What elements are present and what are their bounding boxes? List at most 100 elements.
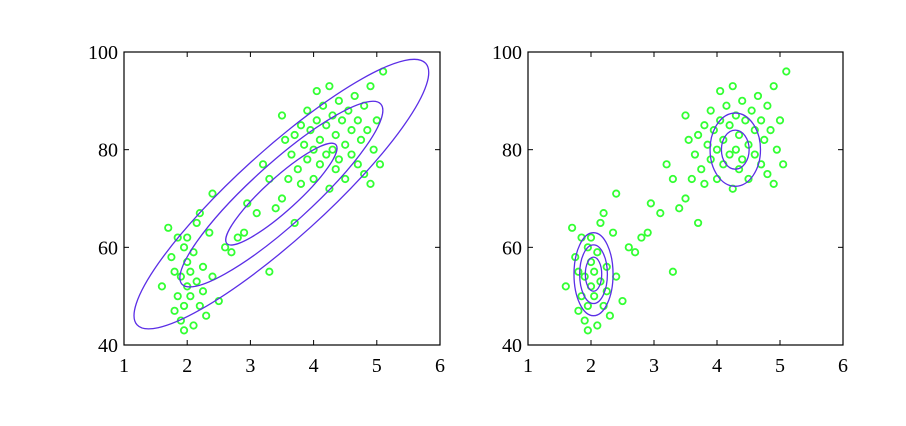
data-point bbox=[157, 282, 167, 291]
data-point bbox=[170, 267, 179, 276]
data-point bbox=[287, 150, 296, 159]
data-point bbox=[328, 145, 337, 154]
data-point bbox=[208, 189, 217, 198]
data-point bbox=[580, 316, 589, 325]
y-tick-label: 80 bbox=[98, 140, 118, 162]
data-point bbox=[369, 145, 378, 154]
x-tick-label: 5 bbox=[372, 355, 382, 377]
y-tick-label: 60 bbox=[502, 237, 522, 259]
data-point bbox=[281, 135, 290, 144]
data-point bbox=[312, 86, 321, 96]
data-point bbox=[593, 248, 602, 257]
data-point bbox=[179, 301, 189, 311]
y-tick-label: 100 bbox=[492, 42, 522, 64]
y-tick-label: 80 bbox=[502, 140, 522, 162]
data-point bbox=[202, 311, 211, 320]
data-point bbox=[258, 160, 268, 169]
data-point bbox=[725, 121, 734, 130]
data-point bbox=[738, 96, 747, 105]
x-tick-label: 6 bbox=[838, 355, 848, 377]
data-point bbox=[747, 106, 756, 115]
data-point bbox=[227, 248, 236, 257]
data-point bbox=[252, 209, 261, 218]
data-point bbox=[763, 101, 772, 110]
x-tick-label: 5 bbox=[775, 355, 785, 377]
data-point bbox=[668, 174, 678, 184]
data-point bbox=[700, 179, 709, 188]
data-point bbox=[772, 145, 781, 154]
data-point bbox=[756, 116, 766, 125]
data-point bbox=[574, 306, 583, 315]
data-point bbox=[179, 326, 189, 335]
data-point bbox=[630, 248, 640, 257]
data-point bbox=[325, 184, 334, 193]
data-point bbox=[769, 179, 778, 188]
data-point bbox=[753, 91, 763, 101]
data-point bbox=[271, 204, 280, 213]
data-point bbox=[731, 111, 741, 120]
data-point bbox=[179, 243, 189, 252]
data-point bbox=[612, 272, 621, 281]
density-contour bbox=[133, 58, 430, 330]
y-tick-label: 100 bbox=[88, 42, 118, 64]
data-point bbox=[347, 126, 356, 135]
y-tick-label: 40 bbox=[502, 335, 522, 357]
data-point bbox=[265, 267, 274, 276]
data-point bbox=[312, 116, 321, 125]
data-point bbox=[731, 145, 741, 154]
data-point bbox=[360, 169, 369, 179]
data-point bbox=[195, 301, 204, 311]
data-point bbox=[668, 267, 678, 276]
data-point bbox=[347, 150, 356, 159]
data-point bbox=[322, 150, 331, 159]
data-point bbox=[189, 321, 198, 330]
data-point bbox=[599, 209, 608, 218]
data-point bbox=[341, 174, 350, 184]
data-point bbox=[574, 267, 583, 276]
data-point bbox=[709, 126, 718, 135]
data-point bbox=[353, 116, 362, 125]
data-point bbox=[608, 228, 618, 237]
data-point bbox=[205, 228, 214, 237]
data-point bbox=[590, 292, 599, 301]
data-point bbox=[684, 135, 693, 144]
data-point bbox=[167, 253, 176, 262]
data-point bbox=[675, 204, 684, 213]
data-point bbox=[366, 179, 375, 188]
data-point bbox=[356, 135, 366, 144]
axes-frame bbox=[527, 51, 844, 346]
x-tick-label: 1 bbox=[523, 355, 533, 377]
x-tick-label: 4 bbox=[309, 355, 319, 377]
data-point bbox=[325, 82, 334, 91]
density-contour bbox=[179, 100, 384, 288]
left-panel-single-gaussian-fit: 1 2 3 4 5 6 40 60 80 100 bbox=[88, 42, 445, 377]
data-point bbox=[337, 116, 347, 125]
data-point bbox=[725, 150, 734, 159]
data-point bbox=[722, 101, 731, 110]
data-point bbox=[775, 116, 785, 125]
x-tick-label: 3 bbox=[245, 355, 255, 377]
data-point bbox=[719, 135, 728, 144]
data-point bbox=[309, 174, 318, 184]
data-point bbox=[353, 160, 362, 169]
data-point bbox=[290, 218, 299, 228]
data-point bbox=[186, 267, 195, 276]
data-point bbox=[687, 174, 696, 184]
data-point bbox=[303, 155, 312, 164]
data-point bbox=[284, 174, 293, 184]
data-point bbox=[192, 277, 201, 286]
data-point bbox=[716, 116, 725, 125]
data-point bbox=[697, 165, 706, 174]
data-point bbox=[341, 140, 350, 149]
data-point bbox=[290, 130, 299, 140]
data-point bbox=[766, 126, 775, 135]
data-point bbox=[690, 150, 700, 159]
data-point bbox=[583, 326, 592, 335]
data-point bbox=[605, 311, 615, 320]
data-point bbox=[643, 228, 652, 237]
data-point bbox=[300, 140, 309, 149]
data-point bbox=[612, 189, 621, 198]
data-point bbox=[741, 116, 750, 125]
data-point bbox=[567, 223, 577, 232]
